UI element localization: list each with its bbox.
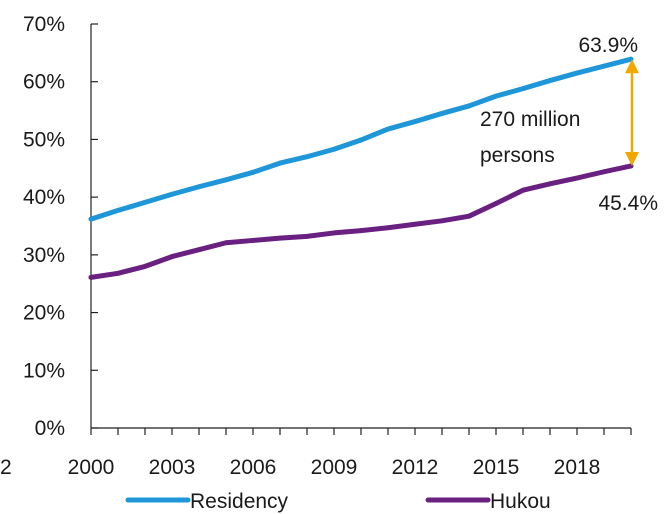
y-tick-label: 50% — [23, 128, 65, 151]
annotations: 63.9% 45.4% 270 million persons — [480, 34, 658, 215]
legend-label-residency: Residency — [190, 490, 289, 513]
y-tick-label: 10% — [23, 359, 65, 382]
y-tick-label: 60% — [23, 71, 65, 94]
x-tick-label: 2000 — [68, 456, 115, 479]
data-point-residency — [304, 154, 310, 160]
data-point-residency — [466, 103, 472, 109]
data-point-residency — [385, 126, 391, 132]
data-point-hukou — [574, 175, 580, 181]
data-point-hukou — [601, 169, 607, 175]
data-point-residency — [601, 63, 607, 69]
data-point-hukou — [277, 235, 283, 241]
data-point-residency — [493, 93, 499, 99]
data-point-hukou — [439, 218, 445, 224]
data-point-hukou — [358, 228, 364, 234]
data-point-hukou — [115, 270, 121, 276]
data-point-residency — [547, 78, 553, 83]
y-tick-label: 20% — [23, 302, 65, 325]
residency-end-label: 63.9% — [578, 34, 638, 57]
x-tick-label: 2015 — [473, 456, 520, 479]
x-tick-label: 2012 — [392, 456, 439, 479]
x-tick-label: 2003 — [149, 456, 196, 479]
y-tick-label: 0% — [35, 417, 65, 440]
data-point-residency — [250, 169, 256, 175]
gap-arrow-head-up — [625, 59, 639, 74]
data-point-hukou — [196, 247, 202, 253]
data-point-hukou — [304, 233, 310, 239]
data-point-residency — [574, 70, 580, 76]
data-point-residency — [88, 216, 94, 222]
x-tick-label: 2006 — [230, 456, 277, 479]
data-point-hukou — [385, 225, 391, 231]
data-point-residency — [331, 146, 337, 152]
data-point-hukou — [520, 187, 526, 193]
data-point-residency — [439, 111, 445, 116]
gap-label-line1: 270 million — [480, 108, 580, 131]
data-point-residency — [169, 191, 175, 197]
data-point-hukou — [142, 264, 148, 269]
y-tick-label: 30% — [23, 244, 65, 267]
data-point-residency — [520, 86, 526, 92]
data-point-hukou — [331, 230, 337, 236]
data-point-residency — [277, 160, 283, 166]
hukou-end-label: 45.4% — [598, 192, 658, 215]
data-point-residency — [142, 199, 148, 205]
data-point-hukou — [250, 238, 256, 243]
gap-arrow-head-down — [625, 151, 639, 166]
legend: Residency Hukou — [125, 490, 551, 513]
data-point-residency — [358, 137, 364, 143]
x-tick-label: 2018 — [554, 456, 601, 479]
axes — [90, 24, 631, 429]
data-point-residency — [412, 119, 418, 124]
data-point-hukou — [466, 213, 472, 219]
gap-label-line2: persons — [480, 144, 555, 167]
data-point-hukou — [547, 181, 553, 187]
series-lines — [88, 56, 634, 280]
y-tick-label: 70% — [23, 13, 65, 36]
data-point-hukou — [493, 201, 499, 206]
data-point-residency — [223, 177, 229, 183]
x-tick-label-cut: 2 — [0, 456, 12, 479]
data-point-residency — [196, 184, 202, 190]
data-point-hukou — [88, 274, 94, 280]
x-tick-label: 2009 — [311, 456, 358, 479]
data-point-residency — [115, 208, 121, 213]
ticks: 0% 10% 20% 30% 40% 50% 60% 70% 2000 2003 2006 2009 2… — [0, 13, 632, 479]
data-point-hukou — [223, 240, 229, 246]
data-point-hukou — [412, 221, 418, 227]
data-point-hukou — [169, 254, 175, 259]
y-tick-label: 40% — [23, 186, 65, 209]
legend-label-hukou: Hukou — [490, 490, 551, 513]
